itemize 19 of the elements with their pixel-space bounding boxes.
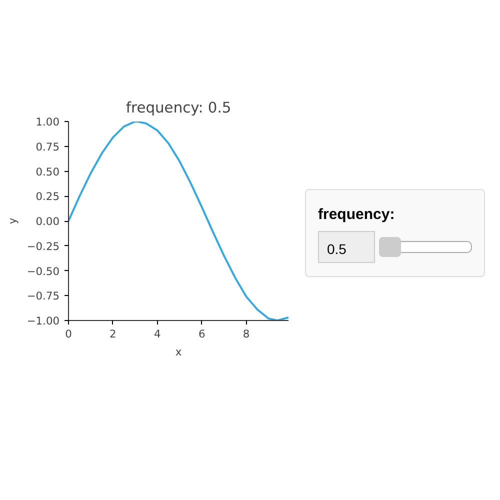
x-tick-label: 2 [110, 328, 116, 340]
x-tick-label: 8 [242, 328, 250, 340]
y-tick-label: −0.25 [26, 240, 60, 253]
y-tick-label: 1.00 [36, 116, 60, 128]
y-tick-label: 0.00 [36, 215, 60, 228]
chart-title: frequency: 0.5 [126, 100, 232, 116]
y-tick-label: −0.75 [26, 290, 60, 303]
picture-widget: frequency: 0.5 [305, 189, 485, 277]
y-tick-label: 0.25 [36, 190, 60, 204]
x-axis-title: x [175, 346, 182, 358]
y-axis-title: y [6, 218, 19, 224]
y-tick-label: 0.75 [36, 140, 60, 154]
y-tick-label: −1.00 [26, 314, 60, 328]
y-tick-label: 0.50 [36, 165, 60, 178]
x-tick-label: 4 [154, 328, 161, 340]
line-series [68, 122, 288, 320]
x-tick-label: 6 [198, 328, 206, 340]
x-tick-label: 0 [65, 328, 72, 340]
y-tick-label: −0.50 [26, 264, 60, 278]
